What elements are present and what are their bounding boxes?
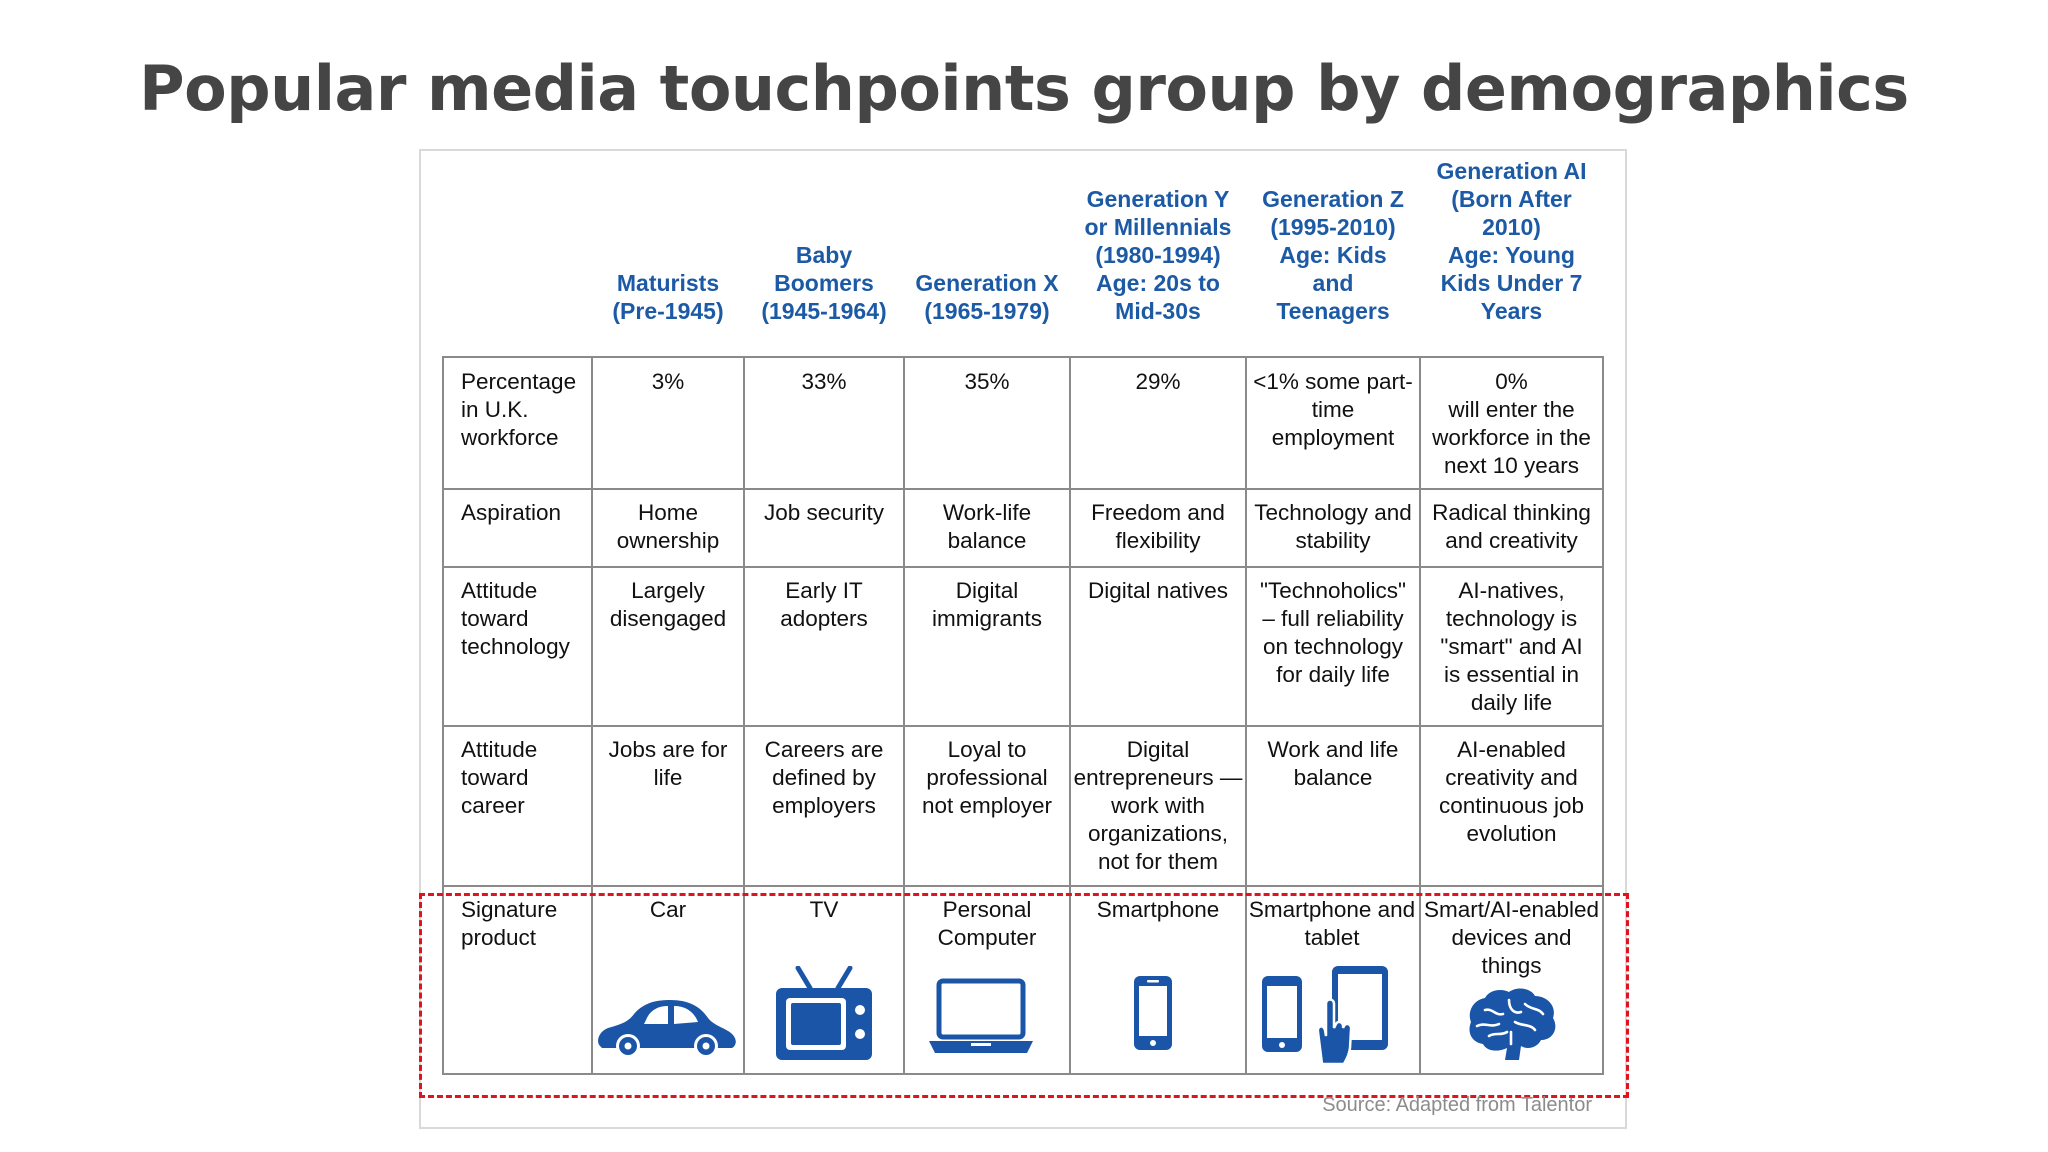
generations-table-figure: [419, 149, 1627, 1129]
table-cell: "Technoholics" – full reliability on tec…: [1259, 578, 1407, 687]
row-label-aspiration: Aspiration: [461, 500, 562, 525]
table-cell: <1% some part- time employment: [1253, 369, 1413, 450]
row-label-attitude-career: Attitude toward career: [461, 737, 538, 818]
table-cell: Car: [649, 897, 687, 922]
column-header-baby-boomers: Baby Boomers (1945-1964): [761, 242, 887, 324]
table-cell: Home ownership: [616, 500, 720, 553]
tv-icon: [774, 966, 874, 1062]
brain-icon: [1465, 986, 1559, 1062]
column-header-generation-y: Generation Y or Millennials (1980-1994) …: [1084, 186, 1232, 324]
column-divider: [591, 356, 593, 1075]
table-cell: Radical thinking and creativity: [1432, 500, 1591, 553]
column-divider: [1419, 356, 1421, 1075]
table-cell: TV: [809, 897, 839, 922]
row-label-attitude-technology: Attitude toward technology: [461, 578, 570, 659]
table-cell: Smartphone and tablet: [1248, 897, 1416, 950]
table-cell: Digital natives: [1087, 578, 1229, 603]
table-cell: Largely disengaged: [609, 578, 727, 631]
column-divider: [1069, 356, 1071, 1075]
column-divider: [903, 356, 905, 1075]
table-cell: 33%: [801, 369, 847, 394]
row-divider: [442, 885, 1604, 887]
column-header-maturists: Maturists (Pre-1945): [612, 270, 724, 324]
table-cell: AI-enabled creativity and continuous job…: [1438, 737, 1585, 846]
table-cell: 35%: [964, 369, 1010, 394]
column-header-generation-z: Generation Z (1995-2010) Age: Kids and T…: [1262, 186, 1404, 324]
table-cell: Careers are defined by employers: [764, 737, 884, 818]
column-divider: [743, 356, 745, 1075]
table-cell: AI-natives, technology is "smart" and AI…: [1440, 578, 1583, 715]
table-cell: Work-life balance: [942, 500, 1032, 553]
car-icon: [594, 998, 740, 1060]
table-cell: Smartphone: [1096, 897, 1220, 922]
table-cell: 29%: [1135, 369, 1181, 394]
table-cell: Job security: [763, 500, 885, 525]
column-divider: [1245, 356, 1247, 1075]
table-cell: Loyal to professional not employer: [921, 737, 1053, 818]
signature-product-highlight-box: [419, 893, 1629, 1098]
row-divider: [442, 488, 1604, 490]
table-cell: Personal Computer: [937, 897, 1037, 950]
slide-title: Popular media touchpoints group by demog…: [139, 52, 1909, 125]
row-label-signature-product: Signature product: [461, 897, 558, 950]
smartphone-tablet-icon: [1258, 964, 1392, 1064]
laptop-icon: [927, 977, 1035, 1055]
row-divider: [442, 566, 1604, 568]
column-header-generation-x: Generation X (1965-1979): [915, 270, 1059, 324]
table-cell: Jobs are for life: [608, 737, 728, 790]
row-divider: [442, 725, 1604, 727]
table-cell: Early IT adopters: [780, 578, 868, 631]
row-label-percentage: Percentage in U.K. workforce: [461, 369, 577, 450]
table-cell: 0% will enter the workforce in the next …: [1432, 369, 1591, 478]
smartphone-icon: [1132, 974, 1174, 1052]
table-cell: Freedom and flexibility: [1091, 500, 1225, 553]
table-cell: Technology and stability: [1254, 500, 1412, 553]
table-cell: 3%: [651, 369, 685, 394]
table-cell: Digital immigrants: [931, 578, 1043, 631]
source-credit: Source: Adapted from Talentor: [1322, 1094, 1592, 1116]
table-cell: Smart/AI-enabled devices and things: [1423, 897, 1600, 978]
column-header-generation-ai: Generation AI (Born After 2010) Age: You…: [1436, 158, 1587, 324]
table-cell: Work and life balance: [1267, 737, 1399, 790]
table-cell: Digital entrepreneurs — work with organi…: [1073, 737, 1243, 874]
table-grid: [442, 356, 1604, 1075]
